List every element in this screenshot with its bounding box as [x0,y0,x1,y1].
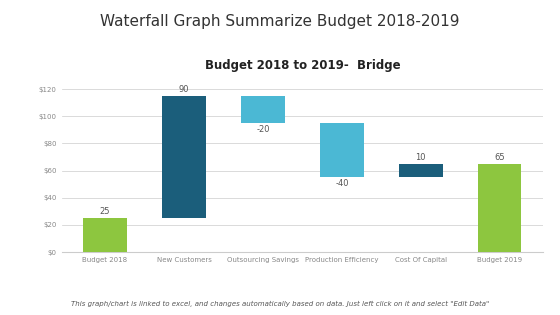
Bar [478,164,521,252]
Text: -20: -20 [256,125,270,134]
Bar [399,164,442,177]
Bar [83,218,127,252]
Text: 65: 65 [494,153,505,162]
Text: Waterfall Graph Summarize Budget 2018-2019: Waterfall Graph Summarize Budget 2018-20… [100,14,460,29]
Text: -40: -40 [335,180,349,188]
Bar [241,96,284,123]
Bar [320,123,363,177]
Text: 10: 10 [416,153,426,162]
Text: This graph/chart is linked to excel, and changes automatically based on data. Ju: This graph/chart is linked to excel, and… [71,301,489,307]
Title: Budget 2018 to 2019-  Bridge: Budget 2018 to 2019- Bridge [204,59,400,72]
Bar [162,96,206,218]
Text: 25: 25 [100,207,110,216]
Text: 90: 90 [179,85,189,94]
